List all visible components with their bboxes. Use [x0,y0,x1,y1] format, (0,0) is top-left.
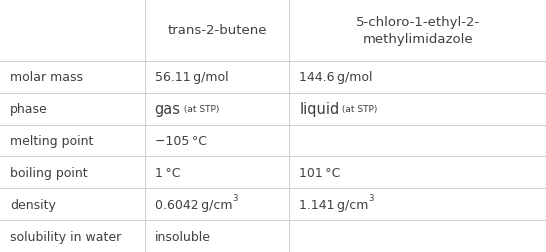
Text: liquid: liquid [299,102,340,117]
Text: 3: 3 [232,193,238,202]
Text: 144.6 g/mol: 144.6 g/mol [299,71,373,84]
Text: 1.141 g/cm: 1.141 g/cm [299,198,369,211]
Text: melting point: melting point [10,135,93,147]
Text: phase: phase [10,103,48,116]
Text: trans-2-butene: trans-2-butene [167,24,267,37]
Text: boiling point: boiling point [10,166,87,179]
Text: density: density [10,198,56,211]
Text: 0.6042 g/cm: 0.6042 g/cm [155,198,232,211]
Text: 1 °C: 1 °C [155,166,180,179]
Text: 56.11 g/mol: 56.11 g/mol [155,71,228,84]
Text: gas: gas [155,102,181,117]
Text: molar mass: molar mass [10,71,83,84]
Text: (at STP): (at STP) [181,105,219,114]
Text: 3: 3 [369,193,374,202]
Text: insoluble: insoluble [155,230,211,243]
Text: 101 °C: 101 °C [299,166,341,179]
Text: (at STP): (at STP) [340,105,378,114]
Text: solubility in water: solubility in water [10,230,121,243]
Text: −105 °C: −105 °C [155,135,206,147]
Text: 5-chloro-1-ethyl-2-
methylimidazole: 5-chloro-1-ethyl-2- methylimidazole [355,16,480,46]
